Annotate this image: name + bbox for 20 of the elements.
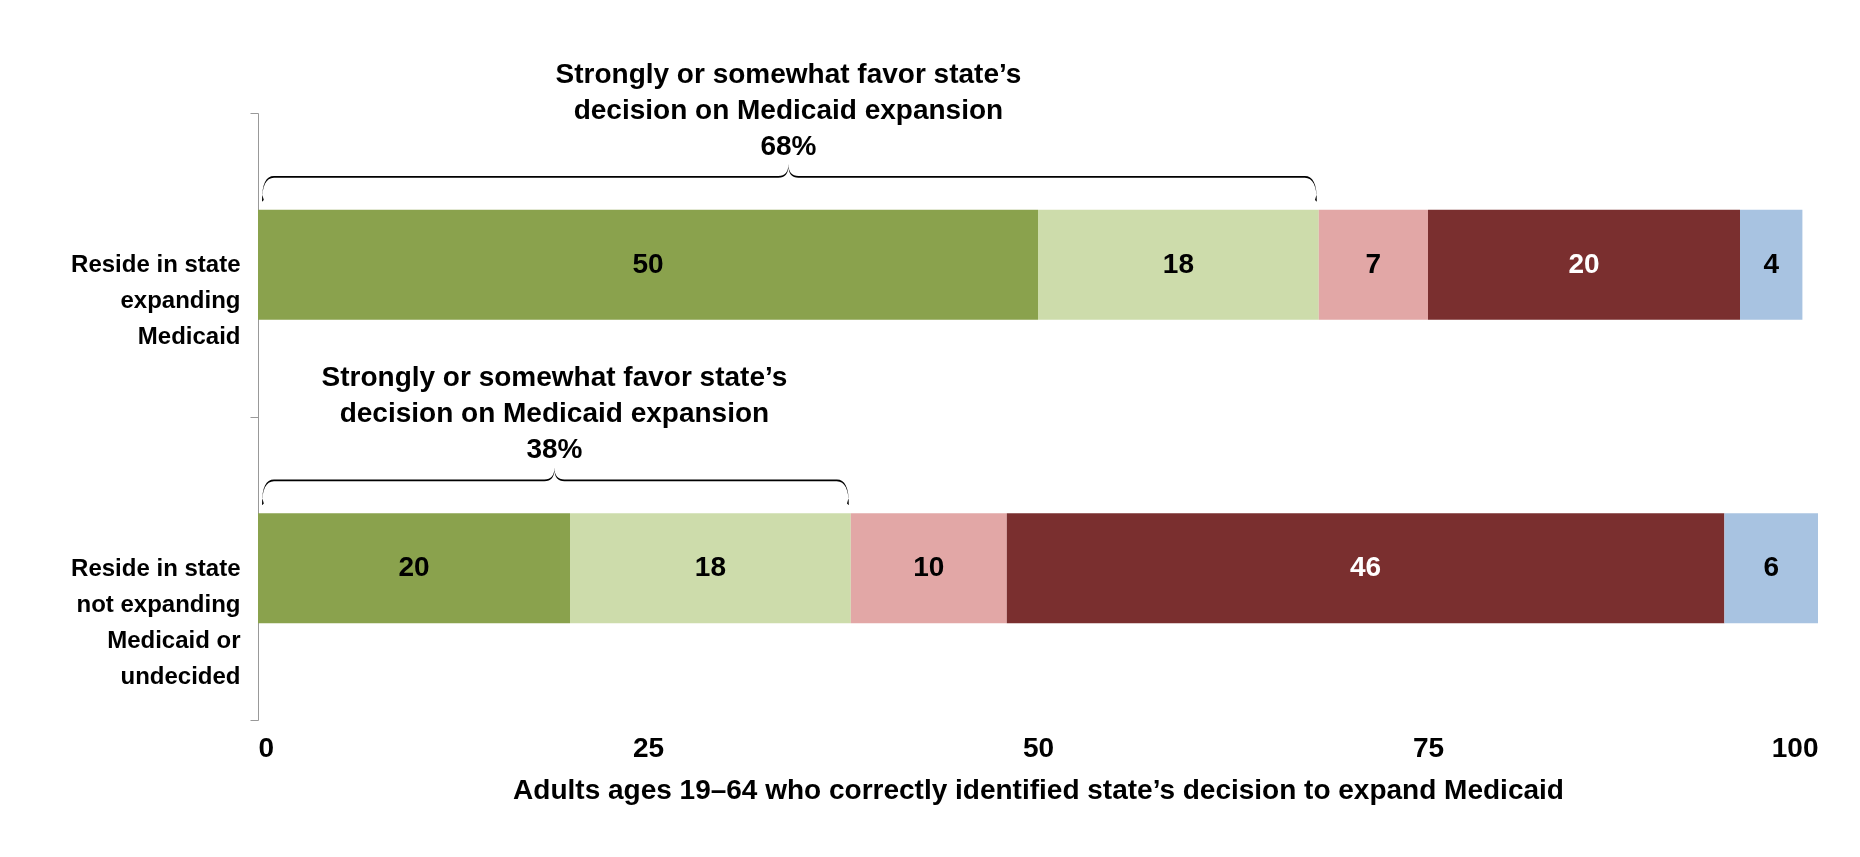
data-label: 20 xyxy=(1568,247,1600,279)
y-tick-label: Reside in state not expanding Medicaid or undecided xyxy=(71,553,241,689)
annotation: Strongly or somewhat favor state’s decision on Medicaid expansion 38% xyxy=(321,361,788,465)
x-axis-title: Adults ages 19–64 who correctly identified state’s decision to expand Medicaid xyxy=(513,773,1564,805)
x-tick-label: 100 xyxy=(1771,731,1819,763)
x-tick-label: 75 xyxy=(1412,731,1445,763)
y-tick-label: Reside in state expanding Medicaid xyxy=(71,250,241,350)
data-label: 4 xyxy=(1763,247,1780,279)
data-label: 46 xyxy=(1350,551,1382,583)
data-label: 50 xyxy=(632,247,664,279)
data-label: 7 xyxy=(1365,247,1382,279)
x-tick-label: 50 xyxy=(1022,731,1055,763)
annotation: Strongly or somewhat favor state’s decision on Medicaid expansion 68% xyxy=(555,57,1022,161)
x-tick-label: 25 xyxy=(632,731,665,763)
data-label: 18 xyxy=(694,551,726,583)
x-tick-label: 0 xyxy=(258,731,275,763)
data-label: 10 xyxy=(913,551,945,583)
data-label: 18 xyxy=(1162,247,1194,279)
data-label: 6 xyxy=(1763,551,1779,583)
data-label: 20 xyxy=(398,551,430,583)
